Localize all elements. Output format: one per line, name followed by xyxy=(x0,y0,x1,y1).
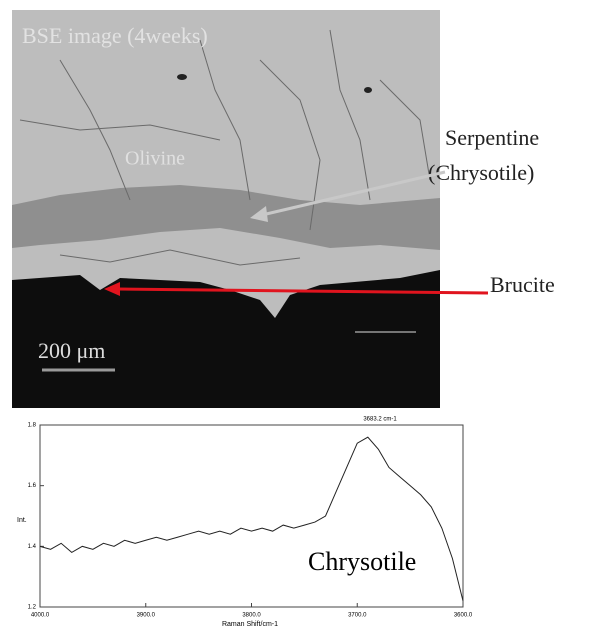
inset-label: Chrysotile xyxy=(308,547,416,576)
pore xyxy=(364,87,372,93)
pore xyxy=(177,74,187,80)
serpentine-label: Serpentine xyxy=(445,125,539,150)
figure: BSE image (4weeks) Olivine 200 μm Serpen… xyxy=(0,0,597,628)
spectrum-line xyxy=(40,437,463,601)
brucite-label: Brucite xyxy=(490,272,555,297)
y-tick-label: 1.2 xyxy=(28,605,37,611)
x-tick-label: 4000.0 xyxy=(31,613,50,619)
y-tick-label: 1.6 xyxy=(28,483,37,489)
y-tick-label: 1.4 xyxy=(28,544,37,550)
olivine-label: Olivine xyxy=(125,148,185,170)
x-tick-label: 3800.0 xyxy=(242,613,261,619)
x-axis-label: Raman Shift/cm-1 xyxy=(222,621,278,628)
x-tick-label: 3900.0 xyxy=(137,613,156,619)
y-axis-label: Int. xyxy=(17,517,27,524)
x-tick-label: 3700.0 xyxy=(348,613,367,619)
plot-frame xyxy=(40,425,463,607)
page: BSE image (4weeks) Olivine 200 μm Serpen… xyxy=(0,0,597,628)
scale-label: 200 μm xyxy=(38,338,105,363)
bse-image: BSE image (4weeks) Olivine 200 μm xyxy=(12,10,440,408)
spectrum-chart: Int. Raman Shift/cm-1 3683.2 cm-1 Chryso… xyxy=(17,417,473,628)
y-tick-label: 1.8 xyxy=(28,423,37,429)
x-tick-label: 3600.0 xyxy=(454,613,473,619)
peak-label: 3683.2 cm-1 xyxy=(363,417,397,423)
image-title: BSE image (4weeks) xyxy=(22,23,208,48)
